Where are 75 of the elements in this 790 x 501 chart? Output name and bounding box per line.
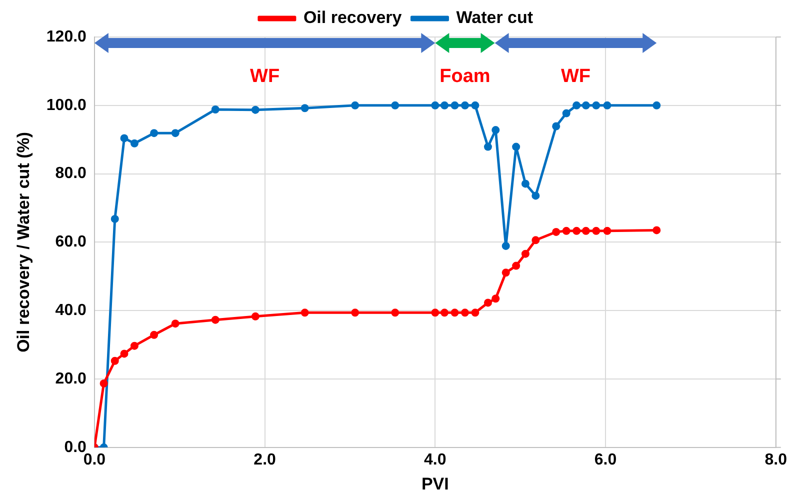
point: [450, 308, 459, 317]
y-tick-label: 100.0: [46, 96, 87, 114]
point: [512, 262, 520, 270]
point: [552, 228, 560, 236]
point: [110, 356, 119, 365]
x-tick-label: 6.0: [594, 451, 617, 468]
point: [532, 236, 540, 244]
point: [552, 122, 560, 130]
point: [532, 192, 540, 200]
point: [120, 134, 128, 142]
point: [251, 106, 260, 114]
point: [130, 342, 138, 350]
y-tick-label: 20.0: [55, 370, 87, 388]
point: [484, 298, 492, 307]
point: [150, 330, 158, 339]
point: [562, 109, 570, 118]
point: [460, 101, 469, 110]
x-tick-label: 8.0: [764, 451, 788, 468]
point: [460, 308, 469, 317]
point: [592, 226, 600, 235]
point: [450, 101, 459, 110]
point: [572, 101, 581, 110]
point: [512, 142, 520, 151]
point: [391, 308, 400, 317]
legend-label: Water cut: [456, 8, 534, 28]
point: [652, 101, 661, 110]
point: [120, 350, 128, 358]
point: [652, 226, 661, 234]
point: [492, 294, 500, 303]
annotation: WF: [250, 66, 280, 88]
point: [130, 139, 138, 148]
point: [150, 129, 158, 138]
point: [171, 129, 180, 138]
x-tick-label: 4.0: [424, 451, 446, 468]
point: [110, 214, 119, 223]
point: [391, 101, 400, 110]
point: [492, 126, 500, 134]
point: [471, 101, 480, 110]
legend-label: Oil recovery: [303, 8, 402, 28]
point: [572, 226, 581, 235]
point: [431, 101, 440, 110]
point: [211, 316, 220, 324]
point: [484, 142, 492, 151]
point: [431, 308, 440, 317]
point: [300, 308, 309, 317]
point: [582, 226, 590, 235]
point: [603, 226, 612, 235]
x-axis-title: PVI: [421, 474, 449, 494]
x-tick-label: 0.0: [83, 451, 106, 468]
point: [502, 268, 510, 277]
x-tick-label: 2.0: [254, 451, 276, 468]
point: [521, 180, 530, 188]
annotation: WF: [560, 66, 590, 88]
point: [251, 312, 260, 320]
y-tick-label: 80.0: [55, 165, 87, 182]
point: [521, 250, 530, 258]
point: [502, 242, 510, 250]
point: [440, 308, 449, 317]
y-tick-label: 120.0: [46, 28, 87, 46]
point: [300, 104, 309, 112]
point: [582, 101, 590, 110]
point: [471, 308, 480, 317]
point: [351, 308, 360, 317]
point: [592, 101, 600, 110]
annotation: Foam: [440, 66, 490, 88]
y-axis-title: Oil recovery / Water cut (%): [14, 132, 33, 352]
y-tick-label: 40.0: [55, 302, 87, 320]
point: [100, 379, 108, 388]
point: [351, 101, 360, 110]
y-tick-label: 60.0: [55, 234, 87, 251]
point: [211, 106, 220, 114]
point: [562, 226, 570, 235]
point: [171, 320, 180, 328]
point: [440, 101, 449, 110]
point: [603, 101, 612, 110]
